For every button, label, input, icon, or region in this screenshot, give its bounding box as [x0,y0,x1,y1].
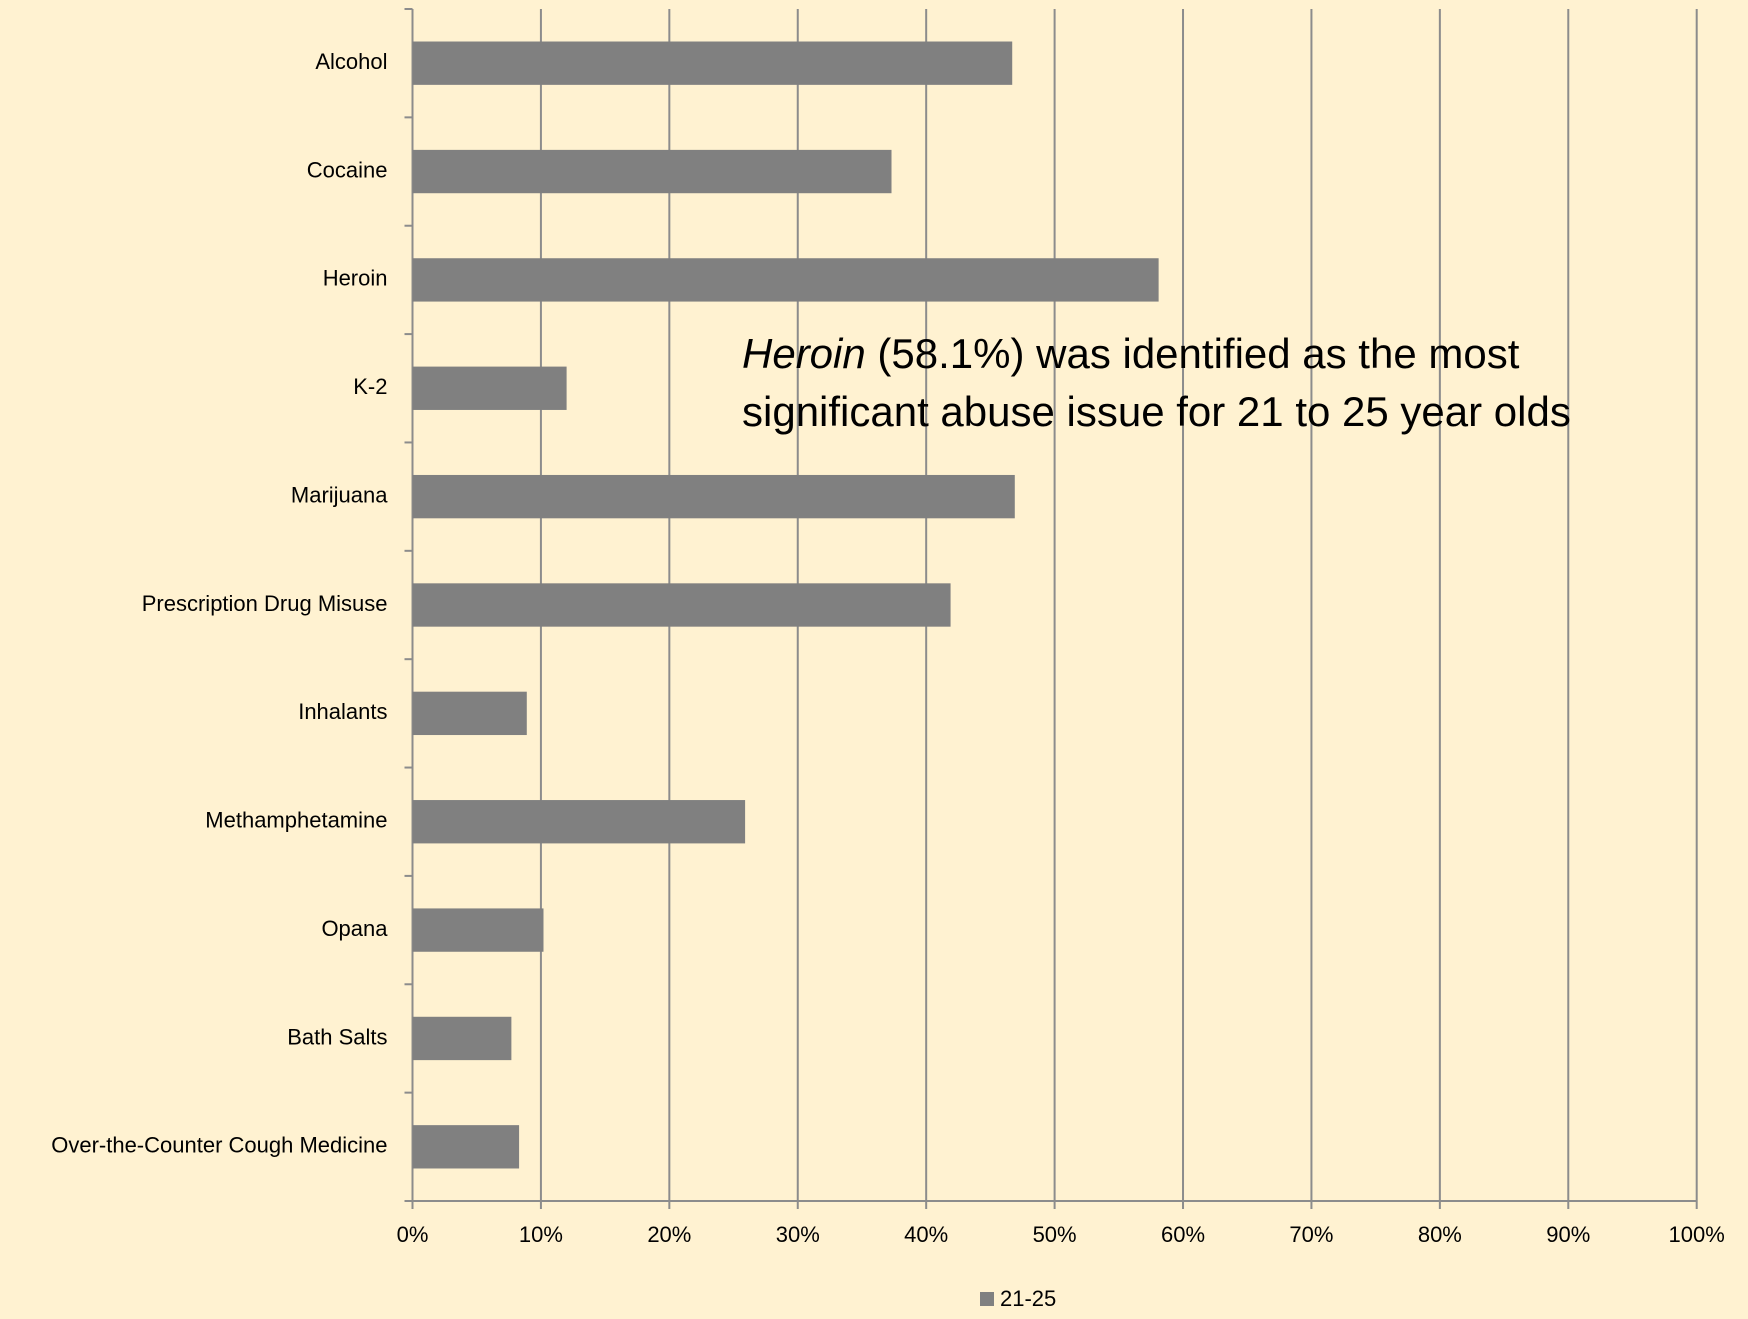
x-tick-label: 40% [904,1222,948,1247]
annotation-text: (58.1%) was identified as the most [866,330,1520,377]
y-tick-label: Over-the-Counter Cough Medicine [51,1133,387,1158]
bar [412,258,1159,302]
x-tick-label: 70% [1289,1222,1333,1247]
bar [412,1016,512,1061]
y-tick-label: Marijuana [291,482,388,507]
y-tick-label: Inhalants [298,699,387,724]
x-tick-label: 30% [776,1222,820,1247]
x-tick-label: 90% [1546,1222,1590,1247]
bar [412,149,892,194]
legend-label: 21-25 [1000,1286,1056,1311]
x-tick-label: 80% [1418,1222,1462,1247]
y-tick-label: Prescription Drug Misuse [142,591,388,616]
y-tick-label: Opana [321,916,388,941]
y-tick-label: Bath Salts [287,1024,387,1049]
bar [412,800,746,844]
annotation-text: significant abuse issue for 21 to 25 yea… [742,388,1571,435]
x-tick-label: 20% [647,1222,691,1247]
x-tick-label: 0% [397,1222,429,1247]
x-tick-label: 10% [519,1222,563,1247]
bar [412,366,567,410]
bar [412,41,1013,85]
bar [412,474,1015,519]
bar [412,908,544,952]
legend-swatch [980,1292,994,1306]
y-tick-label: Alcohol [315,49,387,74]
x-tick-label: 50% [1033,1222,1077,1247]
bar [412,1125,520,1169]
y-tick-label: Methamphetamine [205,808,387,833]
x-tick-label: 60% [1161,1222,1205,1247]
bar [412,583,951,627]
y-tick-label: Cocaine [307,157,388,182]
y-tick-label: Heroin [323,266,388,291]
x-tick-label: 100% [1669,1222,1725,1247]
annotation-emphasis: Heroin [742,330,866,377]
bar [412,691,527,736]
y-tick-label: K-2 [353,374,387,399]
annotation: Heroin (58.1%) was identified as the mos… [742,330,1520,377]
